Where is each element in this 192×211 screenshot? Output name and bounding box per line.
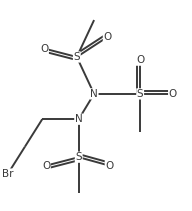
Text: S: S xyxy=(137,89,143,99)
Text: Br: Br xyxy=(2,169,13,179)
Text: O: O xyxy=(136,55,144,65)
Text: N: N xyxy=(90,89,98,99)
Text: O: O xyxy=(40,43,48,54)
Text: S: S xyxy=(75,152,82,162)
Text: N: N xyxy=(75,114,83,124)
Text: S: S xyxy=(74,52,80,62)
Text: O: O xyxy=(42,161,50,171)
Text: O: O xyxy=(105,161,113,171)
Text: O: O xyxy=(169,89,177,99)
Text: O: O xyxy=(103,32,112,42)
